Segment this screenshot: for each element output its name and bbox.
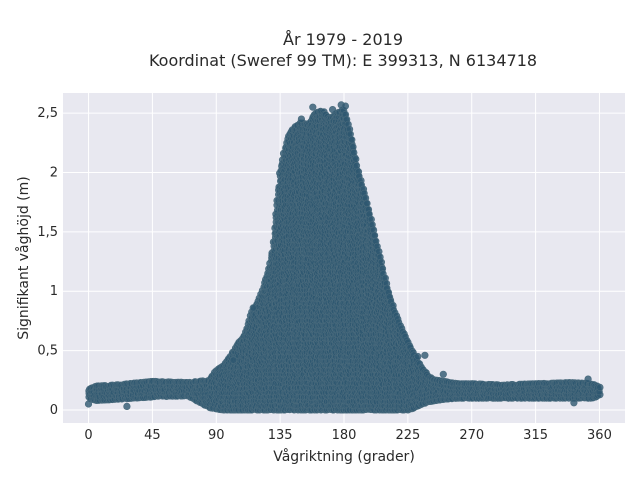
chart-title-line-2: Koordinat (Sweref 99 TM): E 399313, N 61… [149, 51, 537, 70]
chart-title-line-1: År 1979 - 2019 [283, 30, 403, 49]
